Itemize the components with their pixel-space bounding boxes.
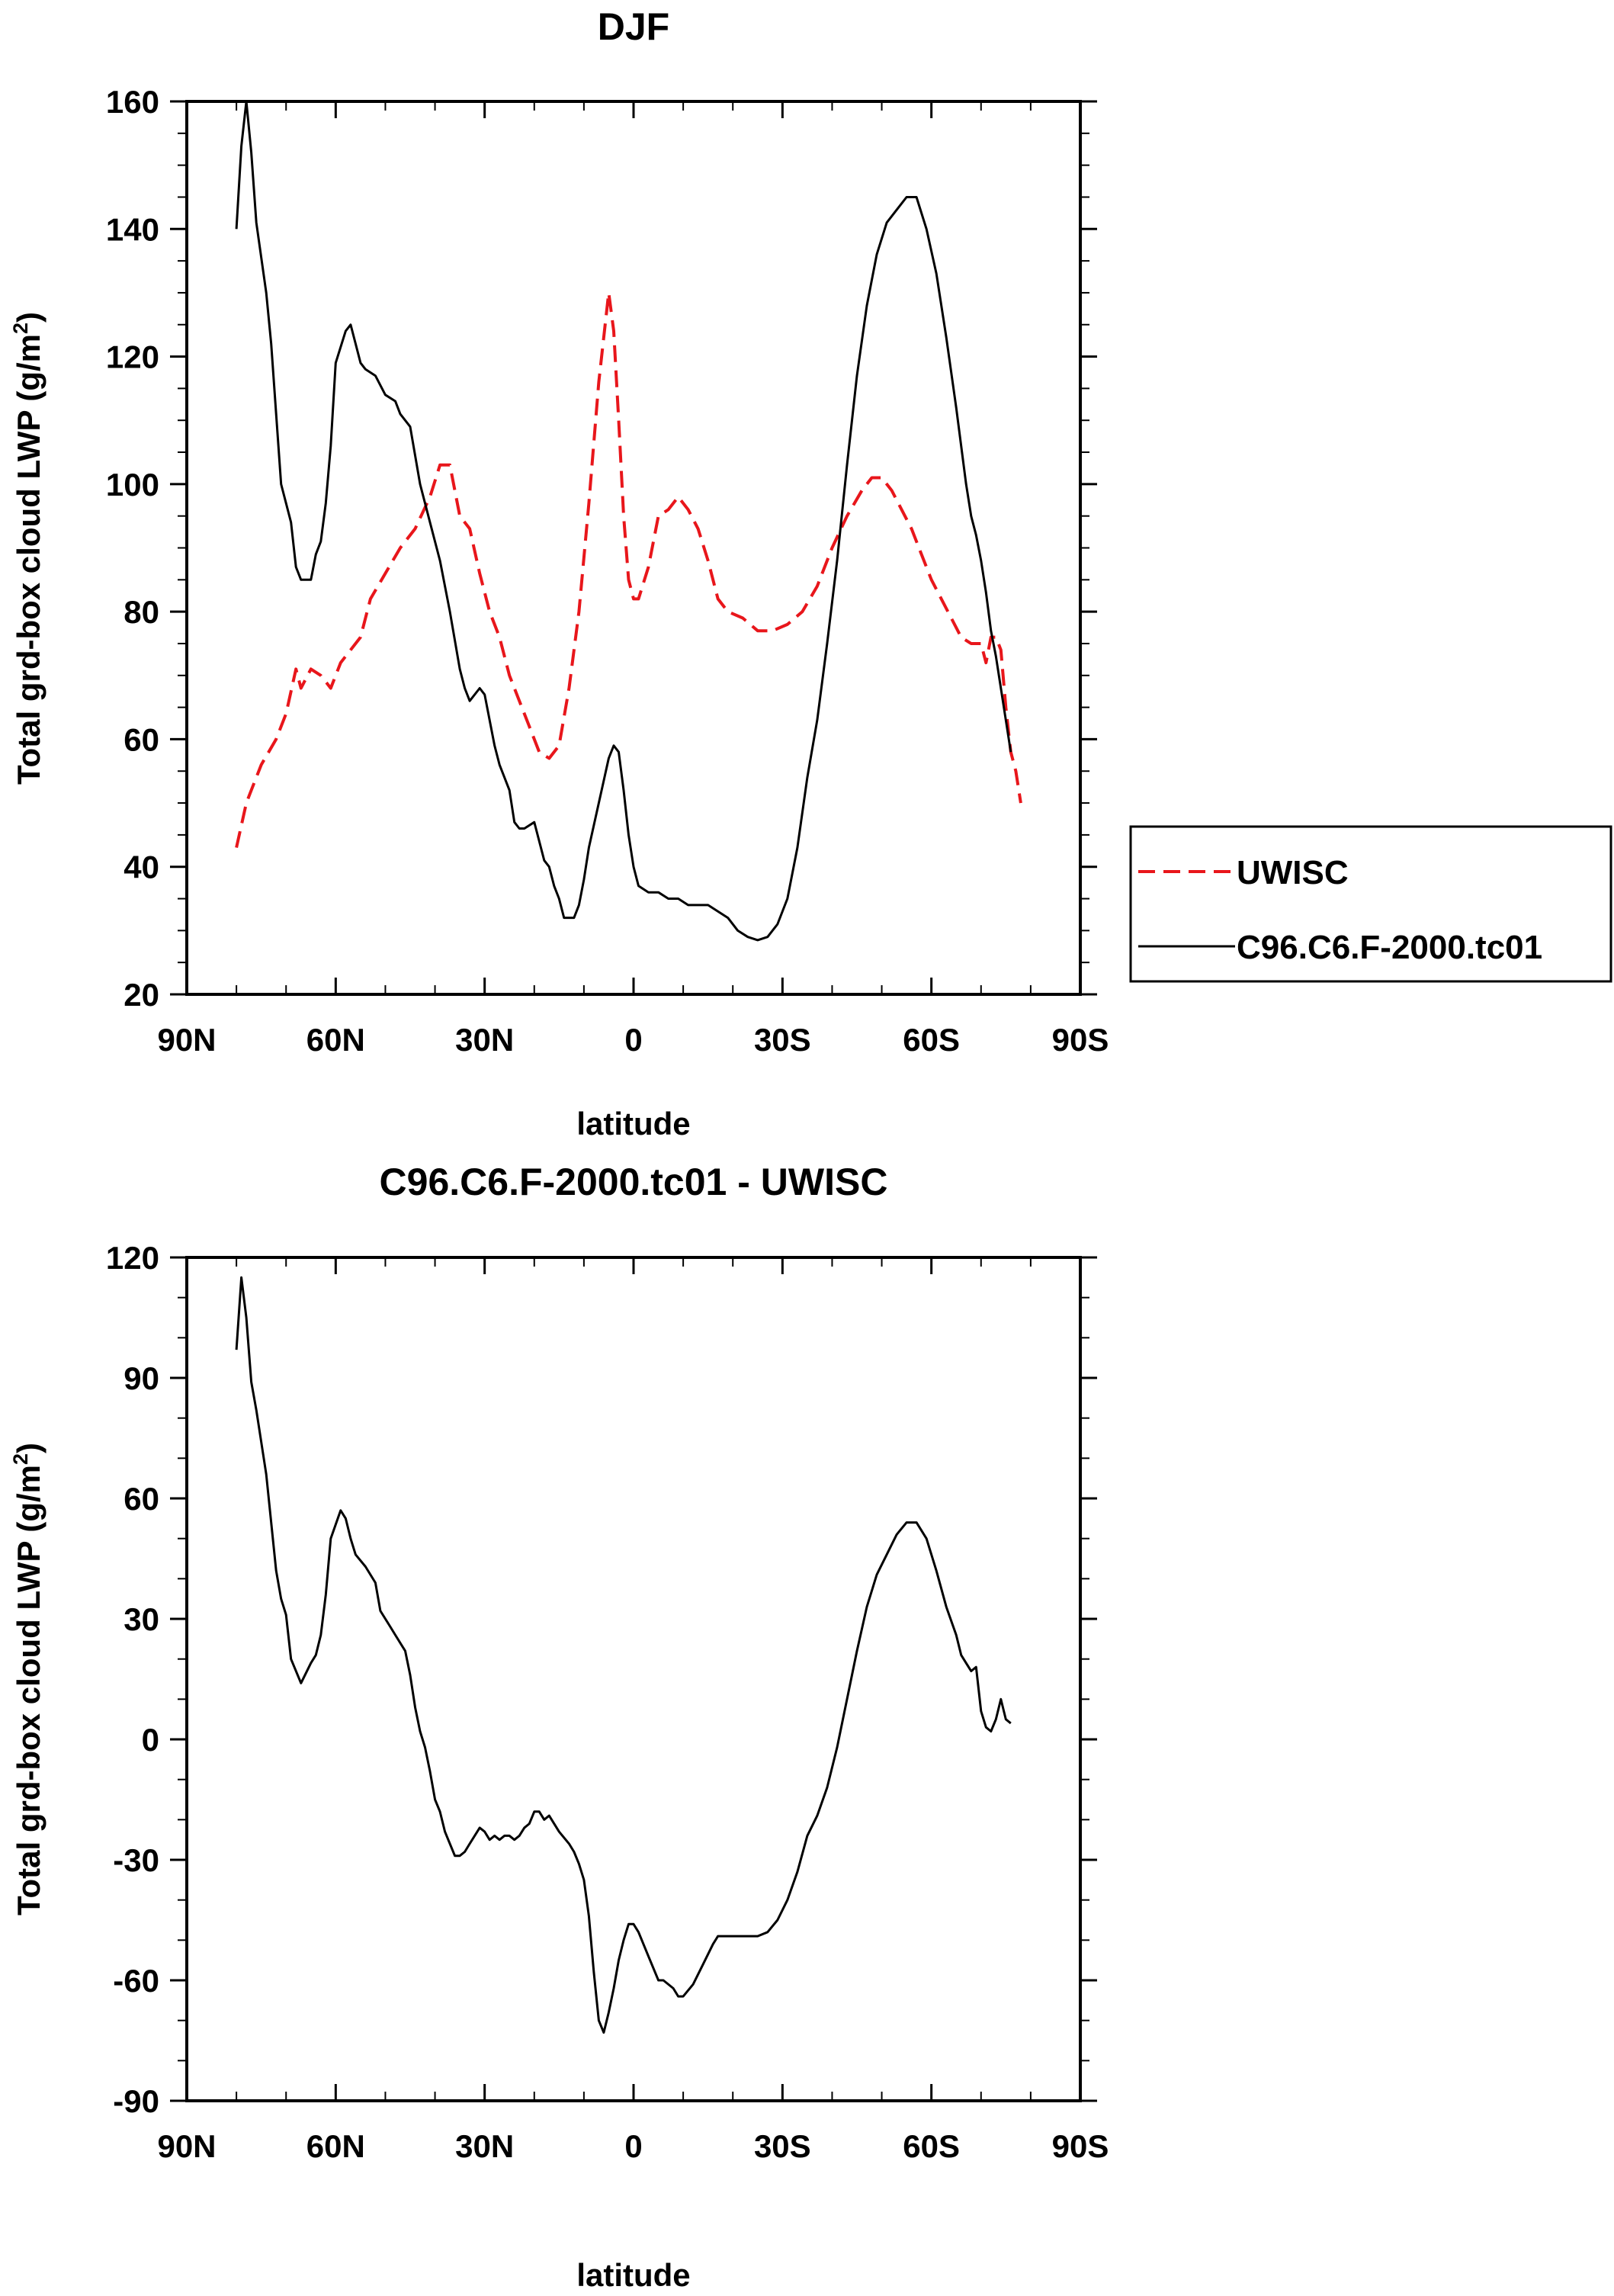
series-line-uwisc xyxy=(235,291,1022,849)
x-tick-label: 90N xyxy=(157,1022,216,1058)
x-tick-label: 30N xyxy=(455,2128,514,2164)
x-tick-label: 60N xyxy=(306,1022,365,1058)
x-tick-label: 60N xyxy=(306,2128,365,2164)
y-tick-label: 30 xyxy=(124,1601,159,1637)
plot-frame-bottom xyxy=(185,1256,1082,2102)
y-tick-label: 60 xyxy=(124,1481,159,1517)
chart-title-top: DJF xyxy=(598,5,669,48)
tick-labels-top: 90N 60N 30N 0 30S 60S 90S 20 40 60 80 100 120 140 160 xyxy=(106,84,1109,1058)
legend-label-uwisc: UWISC xyxy=(1237,854,1349,891)
x-tick-label: 0 xyxy=(624,1022,642,1058)
x-tick-label: 90N xyxy=(157,2128,216,2164)
x-tick-label: 0 xyxy=(624,2128,642,2164)
x-tick-label: 30N xyxy=(455,1022,514,1058)
chart-title-bottom: C96.C6.F-2000.tc01 - UWISC xyxy=(380,1161,888,1203)
panel-bottom: C96.C6.F-2000.tc01 - UWISC 90N 60N 30N 0 30S… xyxy=(9,1161,1109,2293)
x-axis-label-bottom: latitude xyxy=(576,2257,690,2293)
legend-label-model: C96.C6.F-2000.tc01 xyxy=(1237,929,1542,966)
series-lines-top xyxy=(235,100,1022,942)
tick-marks-top xyxy=(170,100,1097,996)
plot-top: 90N 60N 30N 0 30S 60S 90S 20 40 60 80 100 120 140 160 xyxy=(106,84,1109,1058)
y-tick-label: 80 xyxy=(124,594,159,630)
y-tick-label: 160 xyxy=(106,84,159,120)
x-tick-label: 90S xyxy=(1052,2128,1109,2164)
x-tick-label: 60S xyxy=(903,1022,960,1058)
tick-labels-bottom: 90N 60N 30N 0 30S 60S 90S -90 -60 -30 0 30 60 90 120 xyxy=(106,1240,1109,2164)
x-tick-label: 90S xyxy=(1052,1022,1109,1058)
y-axis-label-bottom: Total grd-box cloud LWP (g/m2) xyxy=(9,1443,47,1915)
x-axis-label-top: latitude xyxy=(576,1106,690,1142)
y-tick-label: 140 xyxy=(106,211,159,247)
series-lines-bottom xyxy=(235,1276,1012,2034)
plot-frame-top xyxy=(185,100,1082,996)
plot-bottom: 90N 60N 30N 0 30S 60S 90S -90 -60 -30 0 30 60 90 120 xyxy=(106,1240,1109,2164)
series-line-difference xyxy=(235,1276,1012,2034)
x-tick-label: 60S xyxy=(903,2128,960,2164)
x-tick-label: 30S xyxy=(754,1022,811,1058)
y-tick-label: 120 xyxy=(106,1240,159,1276)
y-tick-label: 0 xyxy=(142,1722,159,1758)
y-tick-label: -30 xyxy=(113,1842,159,1878)
y-tick-label: 60 xyxy=(124,721,159,757)
y-tick-label: 100 xyxy=(106,467,159,503)
y-tick-label: -60 xyxy=(113,1963,159,1999)
panel-top: DJF 90N 60N 30N 0 30S 60S 90S 20 40 60 80 100 120 140… xyxy=(9,5,1612,1142)
legend: UWISC C96.C6.F-2000.tc01 xyxy=(1129,825,1612,983)
y-axis-label-top: Total grd-box cloud LWP (g/m2) xyxy=(9,312,47,785)
y-tick-label: 20 xyxy=(124,977,159,1013)
y-tick-label: -90 xyxy=(113,2083,159,2119)
y-tick-label: 40 xyxy=(124,849,159,885)
series-line-c96-c6-f-2000-tc01 xyxy=(235,100,1012,942)
y-tick-label: 90 xyxy=(124,1360,159,1396)
x-tick-label: 30S xyxy=(754,2128,811,2164)
y-tick-label: 120 xyxy=(106,339,159,375)
legend-box xyxy=(1129,825,1612,983)
